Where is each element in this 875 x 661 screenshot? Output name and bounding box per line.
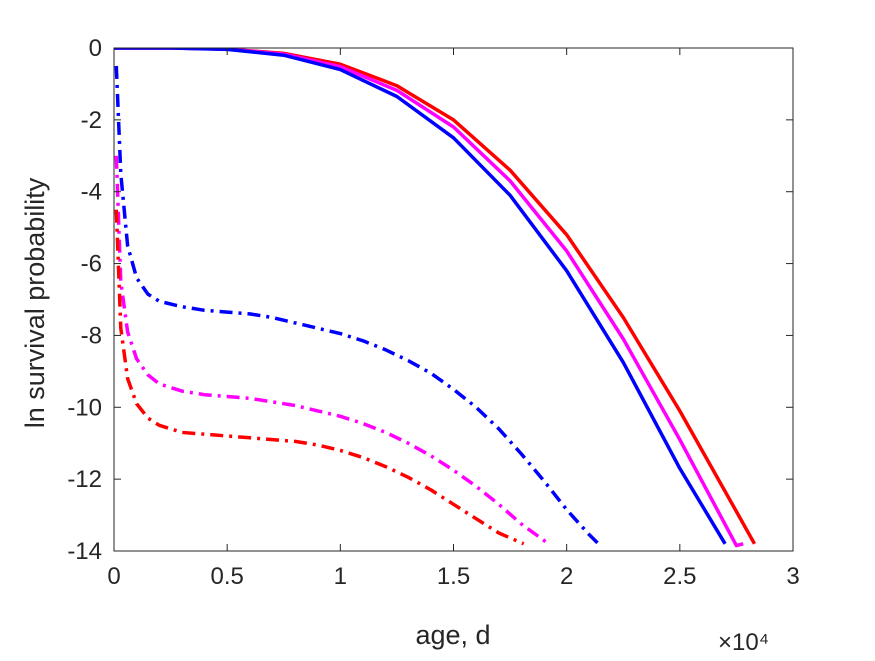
series-layer [114,48,757,548]
y-tick-label: -4 [81,179,102,206]
y-axis-label: ln survival probability [20,177,50,428]
series-line-3 [114,48,727,545]
x-tick-label: 2 [560,563,573,590]
series-line-6 [114,209,525,546]
y-tick-label: -8 [81,322,102,349]
x-tick-label: 3 [786,563,799,590]
x-tick-label: 2.5 [663,563,696,590]
x-tick-label: 0.5 [210,563,243,590]
series-line-2 [114,48,744,548]
x-tick-label: 0 [107,563,120,590]
x-axis-multiplier: ×10⁴ [718,629,769,656]
x-tick-label: 1.5 [437,563,470,590]
series-line-4 [114,65,600,546]
y-tick-label: -14 [67,538,102,565]
x-tick-label: 1 [334,563,347,590]
y-tick-label: -2 [81,107,102,134]
series-line-5 [114,155,550,546]
y-tick-label: -10 [67,394,102,421]
plot-frame [113,47,794,552]
tick-layer: 0 0.5 1 1.5 2 2.5 3 0 -2 -4 -6 -8 -10 -12 -14 [67,35,799,590]
y-tick-label: -6 [81,251,102,278]
x-axis-label: age, d [415,620,490,650]
y-tick-label: 0 [89,35,102,62]
y-tick-label: -12 [67,466,102,493]
